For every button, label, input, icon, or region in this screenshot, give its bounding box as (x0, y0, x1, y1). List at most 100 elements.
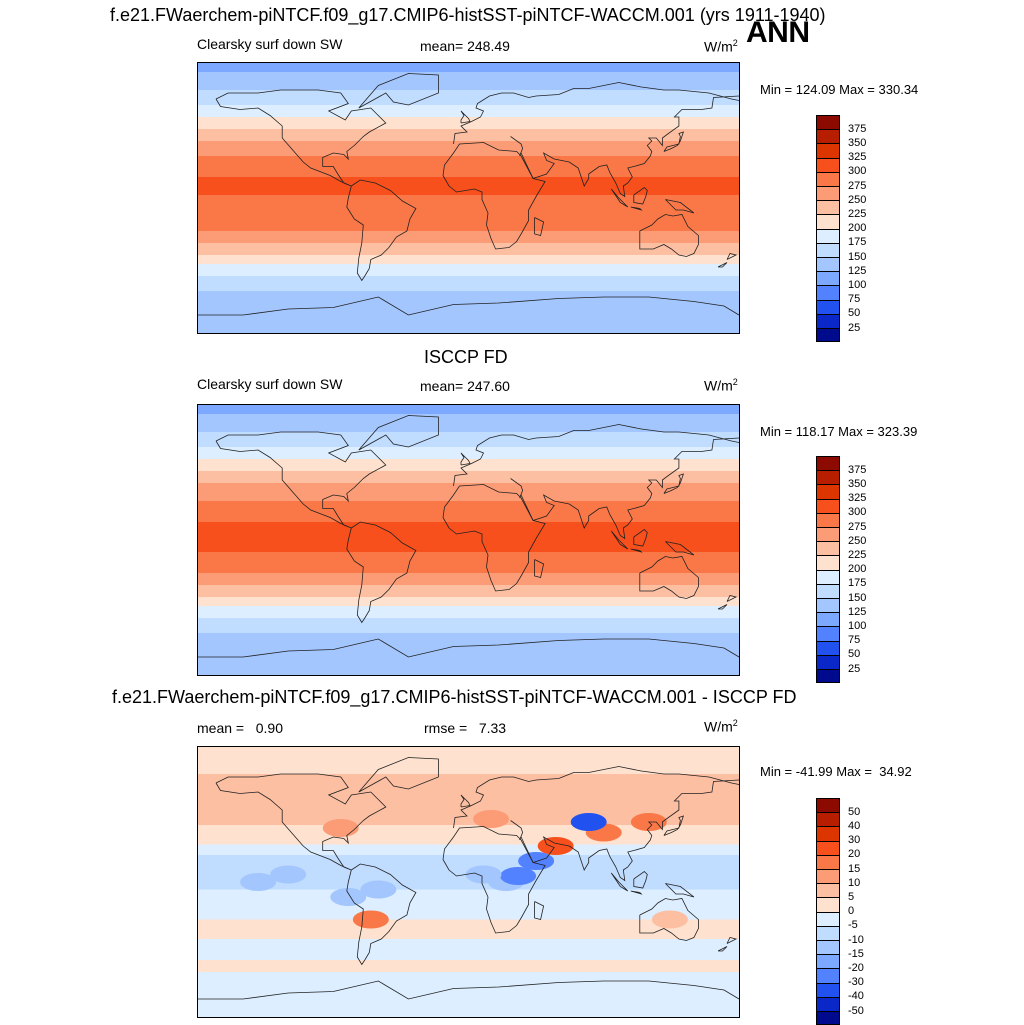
panel1-mean-label: mean= 248.49 (420, 38, 510, 54)
colorbar-segment (816, 313, 840, 329)
colorbar-segment (816, 669, 840, 684)
colorbar-segment (816, 299, 840, 315)
coastline (460, 794, 471, 808)
zonal-band (198, 459, 739, 472)
colorbar-segment (816, 555, 840, 571)
zonal-band (198, 522, 739, 553)
anomaly-blob (500, 867, 537, 885)
zonal-band (198, 774, 739, 800)
coastline (510, 437, 739, 540)
colorbar-segment (816, 583, 840, 599)
coastline (610, 872, 629, 892)
colorbar-tick-label: 325 (848, 492, 867, 505)
colorbar-tick-label: -5 (848, 919, 858, 932)
colorbar-segment (816, 840, 840, 856)
zonal-band (198, 597, 739, 607)
coastline (358, 73, 439, 109)
coastline (663, 473, 685, 494)
colorbar-tick-label: -50 (848, 1004, 864, 1017)
panel3-rmse-label: rmse = 7.33 (424, 720, 507, 736)
zonal-band (198, 585, 739, 598)
zonal-band (198, 633, 739, 675)
zonal-band (198, 117, 739, 130)
colorbar-tick-label: 275 (848, 520, 867, 533)
colorbar-segment (816, 798, 840, 813)
colorbar-tick-label: 100 (848, 278, 867, 291)
colorbar-segment (816, 285, 840, 301)
panel3-mean-label: mean = 0.90 (197, 720, 284, 736)
zonal-band (198, 291, 739, 333)
colorbar-tick-label: -20 (848, 961, 864, 974)
panel3-title: f.e21.FWaerchem-piNTCF.f09_g17.CMIP6-his… (112, 687, 797, 707)
coastline (453, 424, 739, 487)
zonal-band (198, 105, 739, 118)
colorbar-tick-label: 25 (848, 662, 861, 675)
colorbar-segment (816, 129, 840, 144)
colorbar-tick-label: 100 (848, 619, 867, 632)
colorbar-tick-label: 10 (848, 876, 861, 889)
zonal-band (198, 447, 739, 460)
colorbar-tick-label: 350 (848, 136, 867, 149)
colorbar-tick-label: 200 (848, 563, 867, 576)
zonal-band (198, 552, 739, 574)
coastline (726, 937, 738, 944)
colorbar-segment (816, 143, 840, 159)
anomaly-blob (537, 837, 574, 855)
colorbar-segment (816, 826, 840, 842)
anomaly-blob (270, 865, 307, 884)
coastline (663, 815, 685, 836)
map-canvas (198, 405, 739, 675)
coastline (346, 179, 417, 282)
colorbar-tick-label: 50 (848, 805, 861, 818)
panel2-map (197, 404, 740, 676)
coastline (442, 826, 546, 934)
colorbar-segment (816, 854, 840, 870)
zonal-band (198, 747, 739, 775)
coastline (510, 95, 739, 198)
coastline (630, 206, 643, 211)
anomaly-blob (322, 819, 359, 837)
coastline (726, 595, 738, 602)
panel1-units: W/m2 (704, 38, 738, 55)
panel2-title: ISCCP FD (424, 347, 508, 367)
colorbar-segment (816, 996, 840, 1012)
panel1-map (197, 62, 740, 334)
coastline (717, 262, 728, 268)
colorbar-segment (816, 925, 840, 941)
coastline (717, 946, 728, 952)
season-label: ANN (746, 16, 810, 49)
zonal-band (198, 501, 739, 523)
colorbar-segment (816, 200, 840, 215)
panel1-variable-label: Clearsky surf down SW (197, 36, 343, 52)
zonal-band (198, 432, 739, 448)
coastline (453, 82, 739, 145)
panel1-minmax: Min = 124.09 Max = 330.34 (760, 82, 919, 97)
zonal-band (198, 195, 739, 214)
coastline (442, 142, 546, 250)
colorbar-segment (816, 512, 840, 528)
colorbar-segment (816, 157, 840, 173)
colorbar-segment (816, 626, 840, 642)
coastline (442, 484, 546, 592)
zonal-band (198, 414, 739, 433)
coastline (534, 901, 545, 920)
colorbar-tick-label: 5 (848, 890, 855, 903)
zonal-band (198, 483, 739, 502)
coastline (510, 779, 739, 882)
coastline (460, 110, 471, 124)
colorbar-tick-label: 375 (848, 463, 867, 476)
zonal-band (198, 405, 739, 415)
colorbar-segment (816, 640, 840, 656)
colorbar-tick-label: 0 (848, 905, 855, 918)
coastline (665, 883, 695, 898)
zonal-band (198, 276, 739, 292)
coastline (630, 890, 643, 895)
zonal-band (198, 255, 739, 265)
zonal-band (198, 129, 739, 142)
coastline (639, 556, 699, 599)
colorbar-segment (816, 911, 840, 927)
colorbar-tick-label: 75 (848, 293, 861, 306)
colorbar-segment (816, 883, 840, 898)
zonal-band (198, 264, 739, 277)
zonal-band (198, 573, 739, 586)
